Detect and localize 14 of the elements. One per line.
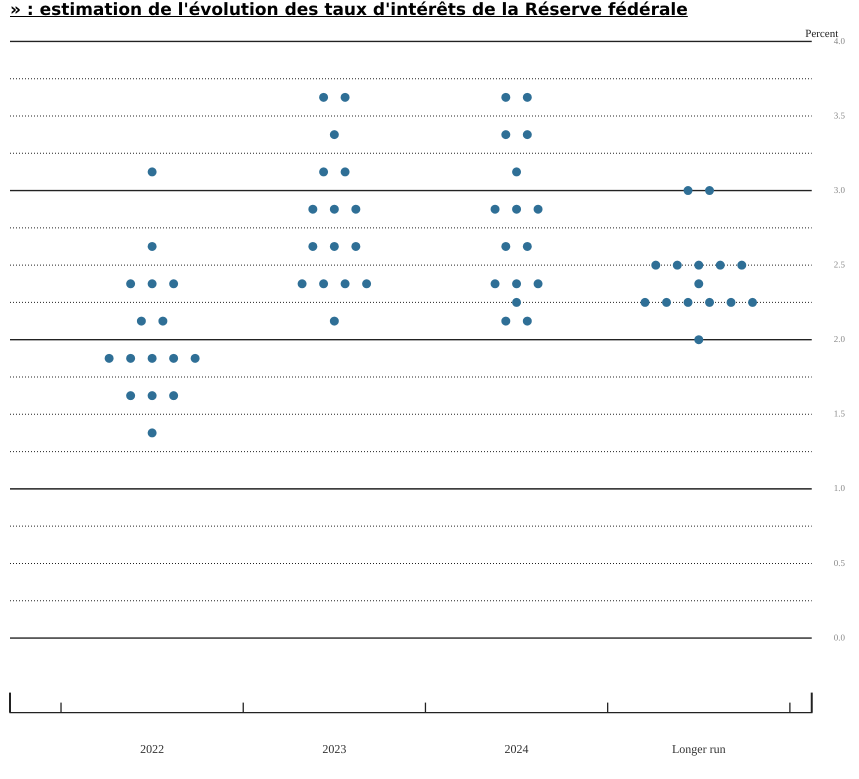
x-tick-label: Longer run bbox=[672, 742, 726, 756]
y-axis-title: Percent bbox=[805, 28, 838, 40]
y-tick-label: 1.5 bbox=[834, 408, 846, 419]
x-tick-label: 2023 bbox=[322, 742, 346, 756]
y-tick-label: 3.5 bbox=[834, 110, 846, 120]
y-tick-label: 2.0 bbox=[834, 334, 846, 344]
x-tick-label: 2024 bbox=[504, 742, 529, 756]
y-tick-label: 0.0 bbox=[834, 632, 846, 642]
x-tick-label: 2022 bbox=[140, 742, 164, 756]
y-tick-label: 0.5 bbox=[834, 558, 846, 568]
y-tick-label: 3.0 bbox=[834, 184, 846, 195]
y-tick-label: 1.0 bbox=[834, 483, 846, 494]
y-tick-label: 2.5 bbox=[834, 259, 846, 270]
chart-title: » : estimation de l'évolution des taux d'intérêts de la Réserve fédérale bbox=[9, 0, 689, 22]
